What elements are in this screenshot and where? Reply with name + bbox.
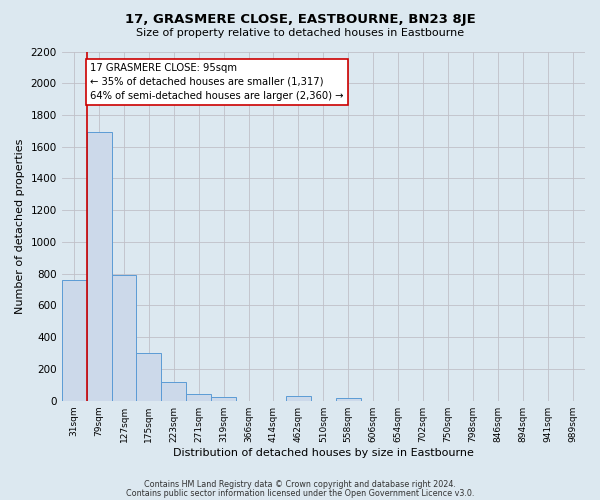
- Bar: [62, 280, 86, 400]
- Text: Contains HM Land Registry data © Crown copyright and database right 2024.: Contains HM Land Registry data © Crown c…: [144, 480, 456, 489]
- Text: Size of property relative to detached houses in Eastbourne: Size of property relative to detached ho…: [136, 28, 464, 38]
- Bar: [286, 396, 311, 400]
- Bar: [161, 382, 186, 400]
- Text: 17, GRASMERE CLOSE, EASTBOURNE, BN23 8JE: 17, GRASMERE CLOSE, EASTBOURNE, BN23 8JE: [125, 12, 475, 26]
- Text: Contains public sector information licensed under the Open Government Licence v3: Contains public sector information licen…: [126, 488, 474, 498]
- Bar: [211, 396, 236, 400]
- Y-axis label: Number of detached properties: Number of detached properties: [15, 138, 25, 314]
- Bar: [136, 353, 161, 401]
- Bar: [112, 276, 136, 400]
- Bar: [336, 398, 361, 400]
- Bar: [86, 132, 112, 400]
- X-axis label: Distribution of detached houses by size in Eastbourne: Distribution of detached houses by size …: [173, 448, 474, 458]
- Bar: [186, 394, 211, 400]
- Text: 17 GRASMERE CLOSE: 95sqm
← 35% of detached houses are smaller (1,317)
64% of sem: 17 GRASMERE CLOSE: 95sqm ← 35% of detach…: [91, 62, 344, 100]
